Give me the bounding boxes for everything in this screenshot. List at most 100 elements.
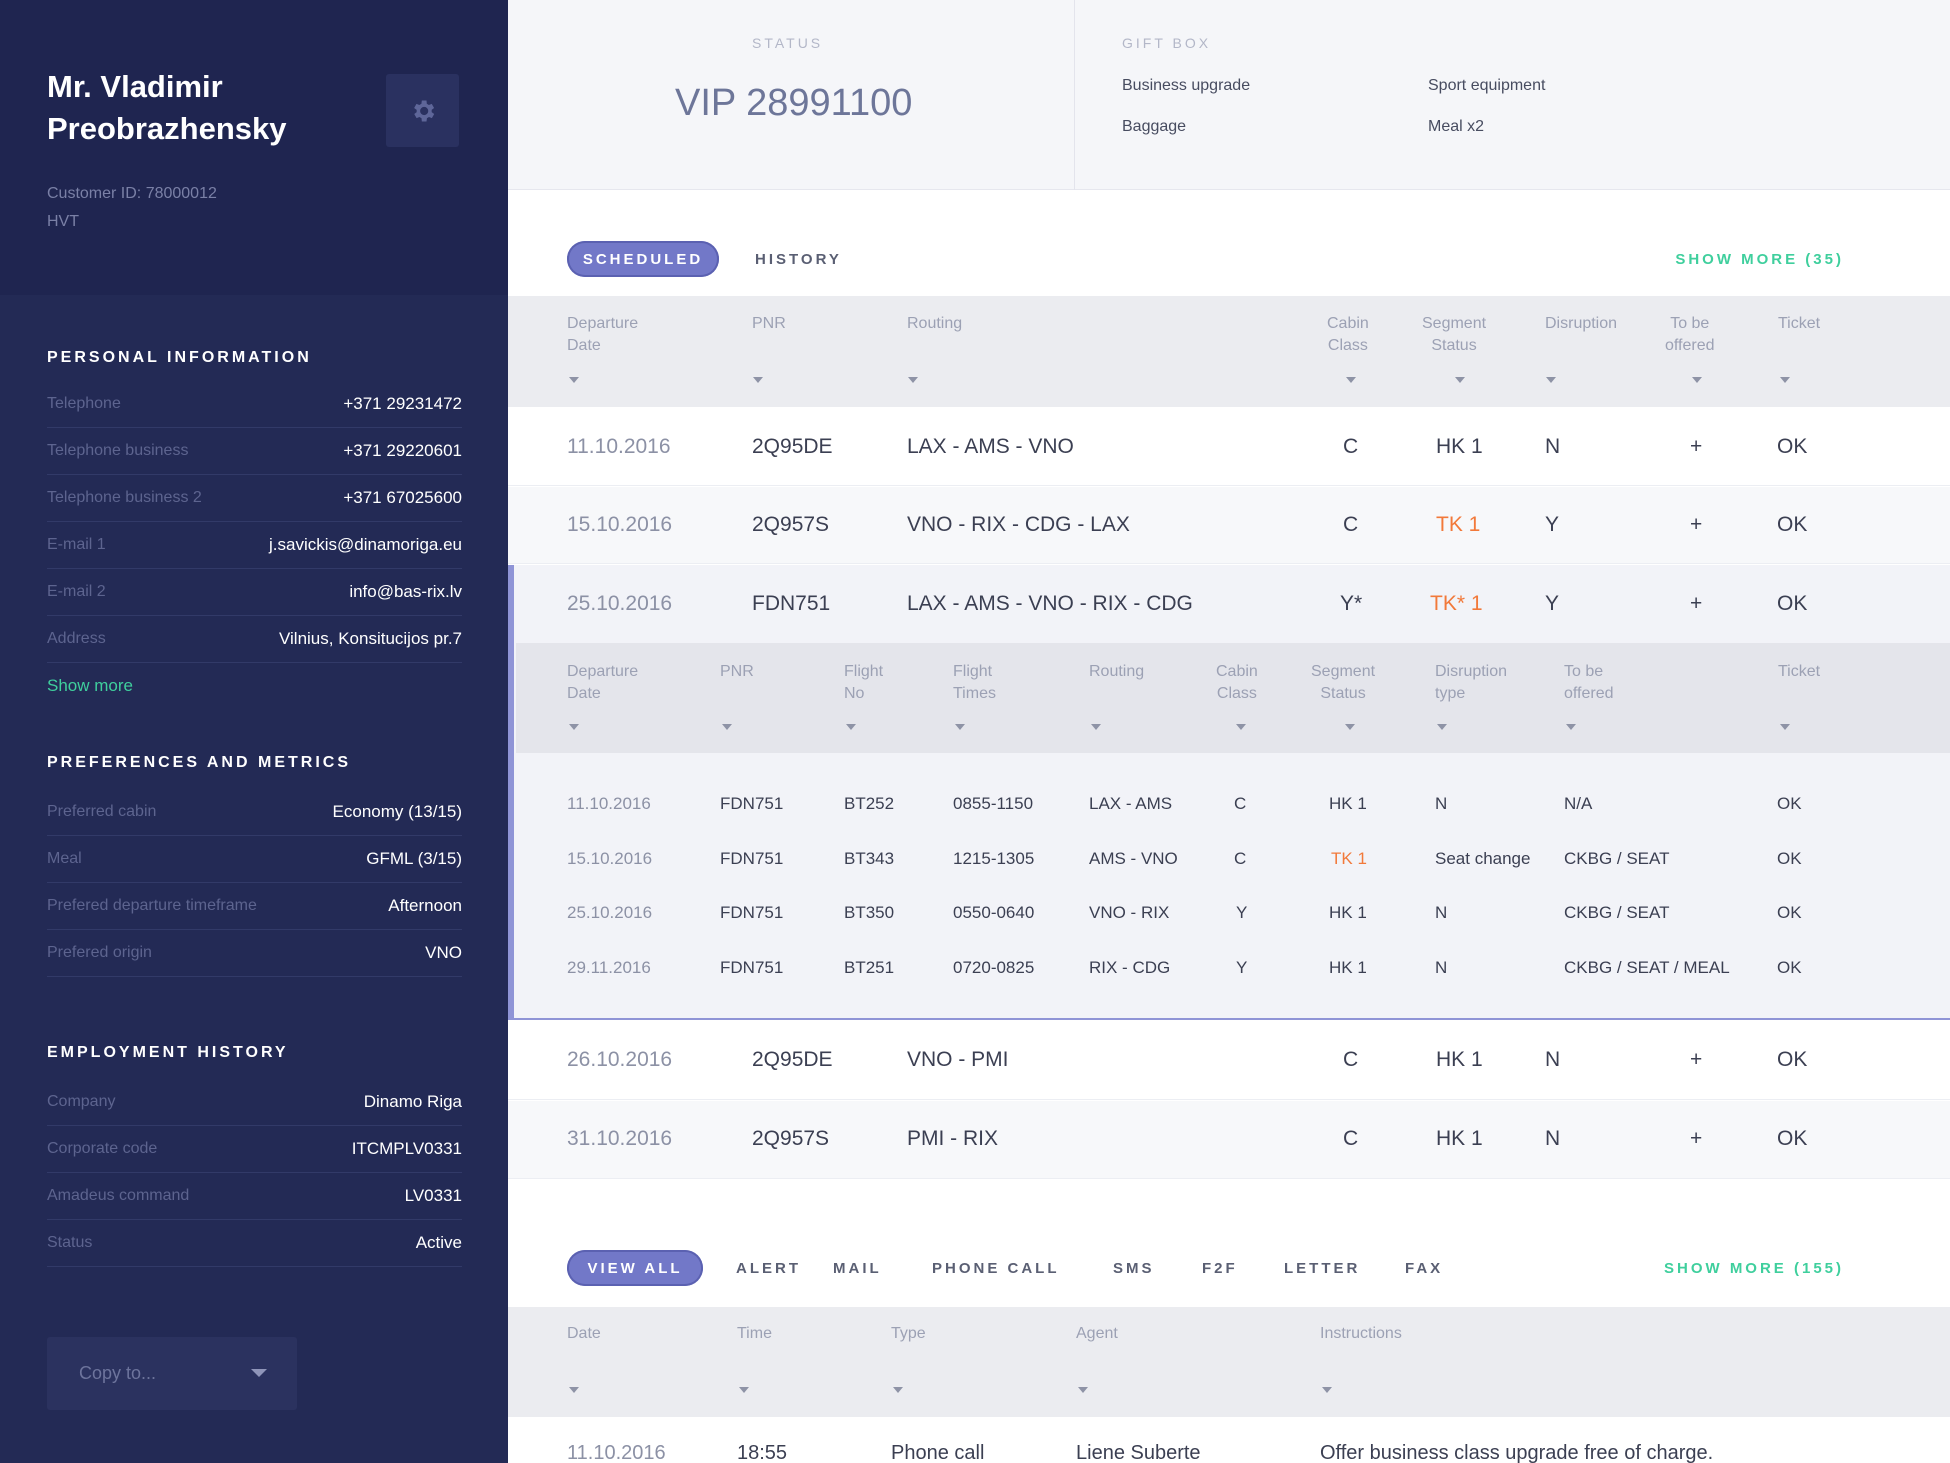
seg-col-pnr[interactable]: PNR <box>720 663 754 680</box>
sort-caret-icon[interactable] <box>908 377 918 383</box>
emp-row-corporate-code: Corporate code ITCMPLV0331 <box>47 1126 462 1173</box>
comm-col-type[interactable]: Type <box>891 1325 926 1342</box>
col-ticket[interactable]: Ticket <box>1778 315 1821 332</box>
seg-cell-offered: CKBG / SEAT <box>1564 903 1670 922</box>
sort-caret-icon[interactable] <box>893 1387 903 1393</box>
sort-caret-icon[interactable] <box>1455 377 1465 383</box>
row-value: Vilnius, Konsitucijos pr.7 <box>278 629 462 648</box>
sort-caret-icon[interactable] <box>955 724 965 730</box>
cell-disruption: N <box>1545 1048 1561 1071</box>
personal-row-telephone-business: Telephone business +371 29220601 <box>47 428 462 475</box>
row-label: Telephone <box>47 395 121 412</box>
sort-caret-icon[interactable] <box>1345 724 1355 730</box>
col-routing[interactable]: Routing <box>907 315 963 332</box>
col-to-be-offered[interactable]: To be offered <box>1665 313 1715 357</box>
col-label-line: Date <box>567 337 601 354</box>
sort-caret-icon[interactable] <box>753 377 763 383</box>
col-segment-status[interactable]: Segment Status <box>1422 313 1486 357</box>
seg-col-flight-no[interactable]: Flight No <box>844 661 883 705</box>
status-caption: STATUS <box>752 35 824 51</box>
tab-history[interactable]: HISTORY <box>755 251 842 268</box>
table-row[interactable] <box>508 408 1950 486</box>
comm-col-instructions[interactable]: Instructions <box>1320 1325 1402 1342</box>
cell-routing: LAX - AMS - VNO <box>907 435 1074 458</box>
sort-caret-icon[interactable] <box>1780 724 1790 730</box>
sort-caret-icon[interactable] <box>1346 377 1356 383</box>
personal-show-more-link[interactable]: Show more <box>47 676 133 695</box>
tab-scheduled[interactable]: SCHEDULED <box>567 241 719 277</box>
table-row[interactable] <box>508 1022 1950 1100</box>
sort-caret-icon[interactable] <box>1546 377 1556 383</box>
customer-id: Customer ID: 78000012 <box>47 185 217 202</box>
row-label: Amadeus command <box>47 1187 190 1204</box>
sort-caret-icon[interactable] <box>569 724 579 730</box>
tab-fax[interactable]: FAX <box>1405 1260 1444 1277</box>
seg-cell-times: 1215-1305 <box>953 849 1035 868</box>
comm-col-date[interactable]: Date <box>567 1325 601 1342</box>
seg-col-disruption-type[interactable]: Disruption type <box>1435 661 1507 705</box>
sort-caret-icon[interactable] <box>1322 1387 1332 1393</box>
cell-pnr: 2Q957S <box>752 1127 830 1150</box>
row-label: Telephone business 2 <box>47 489 202 506</box>
seg-col-flight-times[interactable]: Flight Times <box>953 661 996 705</box>
sort-caret-icon[interactable] <box>1566 724 1576 730</box>
seg-col-routing[interactable]: Routing <box>1089 663 1145 680</box>
tab-phone-call[interactable]: PHONE CALL <box>932 1260 1060 1277</box>
tab-letter[interactable]: LETTER <box>1284 1260 1361 1277</box>
table-row[interactable] <box>508 1101 1950 1179</box>
cell-pnr: 2Q95DE <box>752 435 833 458</box>
seg-col-segment-status[interactable]: Segment Status <box>1311 661 1375 705</box>
col-pnr[interactable]: PNR <box>752 315 786 332</box>
seg-cell-date: 15.10.2016 <box>567 849 653 868</box>
comm-col-agent[interactable]: Agent <box>1076 1325 1118 1342</box>
pref-row-meal: Meal GFML (3/15) <box>47 836 462 883</box>
sort-caret-icon[interactable] <box>569 377 579 383</box>
row-label: Prefered origin <box>47 944 152 961</box>
row-value: Economy (13/15) <box>332 802 462 821</box>
col-departure-date[interactable]: Departure Date <box>567 313 638 357</box>
cell-date: 26.10.2016 <box>567 1048 673 1071</box>
sort-caret-icon[interactable] <box>1078 1387 1088 1393</box>
row-value: Afternoon <box>388 896 462 915</box>
tab-mail[interactable]: MAIL <box>833 1260 882 1277</box>
flights-show-more-link[interactable]: SHOW MORE (35) <box>1675 251 1844 268</box>
col-label-line: offered <box>1564 685 1614 702</box>
col-cabin-class[interactable]: Cabin Class <box>1327 313 1369 357</box>
settings-button[interactable] <box>386 74 459 147</box>
tab-sms[interactable]: SMS <box>1113 1260 1155 1277</box>
copy-to-dropdown[interactable]: Copy to... <box>47 1337 297 1410</box>
col-disruption[interactable]: Disruption <box>1545 315 1618 332</box>
flights-table-header <box>508 296 1950 407</box>
row-value: Dinamo Riga <box>363 1092 462 1111</box>
communications-show-more-link[interactable]: SHOW MORE (155) <box>1663 1260 1844 1277</box>
cell-routing: VNO - PMI <box>907 1048 1009 1071</box>
sort-caret-icon[interactable] <box>739 1387 749 1393</box>
sort-caret-icon[interactable] <box>1692 377 1702 383</box>
tab-alert[interactable]: ALERT <box>736 1260 801 1277</box>
table-row[interactable] <box>508 487 1950 564</box>
seg-cell-cabin: Y <box>1236 958 1248 977</box>
sort-caret-icon[interactable] <box>1437 724 1447 730</box>
cell-cabin: C <box>1343 513 1359 536</box>
gift-item: Meal x2 <box>1428 118 1485 135</box>
tab-f2f[interactable]: F2F <box>1202 1260 1238 1277</box>
cell-ticket: OK <box>1777 1048 1808 1071</box>
tab-view-all[interactable]: VIEW ALL <box>567 1250 703 1286</box>
sort-caret-icon[interactable] <box>722 724 732 730</box>
seg-cell-routing: AMS - VNO <box>1089 849 1178 868</box>
seg-cell-ticket: OK <box>1777 958 1802 977</box>
sort-caret-icon[interactable] <box>1236 724 1246 730</box>
seg-col-departure-date[interactable]: Departure Date <box>567 661 638 705</box>
row-value: Active <box>415 1233 462 1252</box>
sort-caret-icon[interactable] <box>846 724 856 730</box>
seg-col-cabin-class[interactable]: Cabin Class <box>1216 661 1258 705</box>
comm-col-time[interactable]: Time <box>737 1325 772 1342</box>
seg-col-ticket[interactable]: Ticket <box>1778 663 1821 680</box>
seg-col-to-be-offered[interactable]: To be offered <box>1564 661 1614 705</box>
seg-cell-status: HK 1 <box>1329 903 1367 922</box>
sort-caret-icon[interactable] <box>1091 724 1101 730</box>
sort-caret-icon[interactable] <box>1780 377 1790 383</box>
seg-cell-pnr: FDN751 <box>720 958 784 977</box>
employment-title: EMPLOYMENT HISTORY <box>47 1044 289 1061</box>
sort-caret-icon[interactable] <box>569 1387 579 1393</box>
